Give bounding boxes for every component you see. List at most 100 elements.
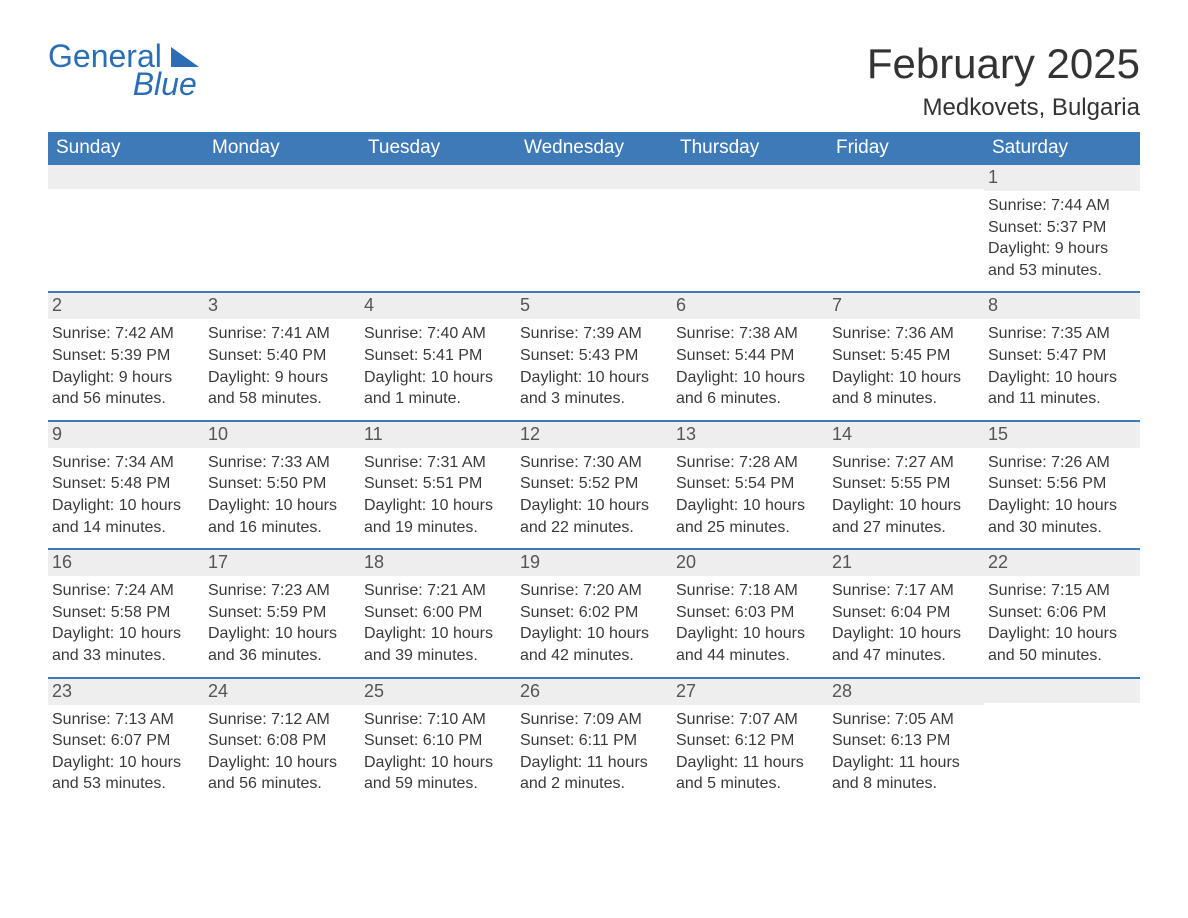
sunset-line: Sunset: 6:03 PM	[676, 602, 824, 624]
daylight2-line: and 42 minutes.	[520, 645, 668, 667]
calendar-grid: Sunday Monday Tuesday Wednesday Thursday…	[48, 132, 1140, 805]
week-row: 16Sunrise: 7:24 AMSunset: 5:58 PMDayligh…	[48, 548, 1140, 676]
daylight1-line: Daylight: 11 hours	[676, 752, 824, 774]
title-block: February 2025 Medkovets, Bulgaria	[867, 40, 1140, 122]
daylight2-line: and 2 minutes.	[520, 773, 668, 795]
daylight1-line: Daylight: 10 hours	[832, 495, 980, 517]
day-cell: 16Sunrise: 7:24 AMSunset: 5:58 PMDayligh…	[48, 550, 204, 676]
sunset-line: Sunset: 5:44 PM	[676, 345, 824, 367]
day-cell: 20Sunrise: 7:18 AMSunset: 6:03 PMDayligh…	[672, 550, 828, 676]
sunrise-line: Sunrise: 7:24 AM	[52, 580, 200, 602]
dow-saturday: Saturday	[984, 132, 1140, 165]
dow-sunday: Sunday	[48, 132, 204, 165]
daylight2-line: and 50 minutes.	[988, 645, 1136, 667]
day-number: 24	[204, 679, 360, 705]
sunset-line: Sunset: 6:11 PM	[520, 730, 668, 752]
daylight2-line: and 58 minutes.	[208, 388, 356, 410]
sunrise-line: Sunrise: 7:39 AM	[520, 323, 668, 345]
daylight2-line: and 25 minutes.	[676, 517, 824, 539]
daylight1-line: Daylight: 10 hours	[832, 367, 980, 389]
daylight2-line: and 3 minutes.	[520, 388, 668, 410]
sunrise-line: Sunrise: 7:26 AM	[988, 452, 1136, 474]
day-cell: 1Sunrise: 7:44 AMSunset: 5:37 PMDaylight…	[984, 165, 1140, 291]
daylight2-line: and 44 minutes.	[676, 645, 824, 667]
page-header: General Blue February 2025 Medkovets, Bu…	[48, 40, 1140, 122]
day-number: 21	[828, 550, 984, 576]
day-number	[48, 165, 204, 189]
daylight1-line: Daylight: 10 hours	[364, 495, 512, 517]
sunrise-line: Sunrise: 7:44 AM	[988, 195, 1136, 217]
day-cell: 24Sunrise: 7:12 AMSunset: 6:08 PMDayligh…	[204, 679, 360, 805]
day-number: 5	[516, 293, 672, 319]
daylight1-line: Daylight: 11 hours	[832, 752, 980, 774]
brand-logo: General Blue	[48, 40, 199, 100]
brand-text: General Blue	[48, 40, 199, 100]
sunset-line: Sunset: 6:07 PM	[52, 730, 200, 752]
daylight1-line: Daylight: 10 hours	[208, 623, 356, 645]
day-cell	[48, 165, 204, 291]
day-number: 4	[360, 293, 516, 319]
day-number: 13	[672, 422, 828, 448]
sunrise-line: Sunrise: 7:34 AM	[52, 452, 200, 474]
day-number	[516, 165, 672, 189]
sunrise-line: Sunrise: 7:28 AM	[676, 452, 824, 474]
dow-monday: Monday	[204, 132, 360, 165]
dow-wednesday: Wednesday	[516, 132, 672, 165]
day-cell: 22Sunrise: 7:15 AMSunset: 6:06 PMDayligh…	[984, 550, 1140, 676]
day-number: 6	[672, 293, 828, 319]
sunrise-line: Sunrise: 7:40 AM	[364, 323, 512, 345]
sunrise-line: Sunrise: 7:20 AM	[520, 580, 668, 602]
day-number: 28	[828, 679, 984, 705]
day-of-week-header: Sunday Monday Tuesday Wednesday Thursday…	[48, 132, 1140, 165]
day-number: 23	[48, 679, 204, 705]
sunrise-line: Sunrise: 7:41 AM	[208, 323, 356, 345]
daylight1-line: Daylight: 10 hours	[676, 623, 824, 645]
day-cell: 12Sunrise: 7:30 AMSunset: 5:52 PMDayligh…	[516, 422, 672, 548]
daylight1-line: Daylight: 9 hours	[988, 238, 1136, 260]
daylight1-line: Daylight: 10 hours	[676, 367, 824, 389]
sunrise-line: Sunrise: 7:07 AM	[676, 709, 824, 731]
day-number	[204, 165, 360, 189]
daylight1-line: Daylight: 9 hours	[52, 367, 200, 389]
sunset-line: Sunset: 5:52 PM	[520, 473, 668, 495]
sunset-line: Sunset: 5:58 PM	[52, 602, 200, 624]
sunrise-line: Sunrise: 7:17 AM	[832, 580, 980, 602]
sunrise-line: Sunrise: 7:35 AM	[988, 323, 1136, 345]
day-cell	[360, 165, 516, 291]
daylight1-line: Daylight: 10 hours	[520, 623, 668, 645]
daylight2-line: and 6 minutes.	[676, 388, 824, 410]
daylight1-line: Daylight: 10 hours	[832, 623, 980, 645]
day-number: 19	[516, 550, 672, 576]
day-number: 26	[516, 679, 672, 705]
day-cell: 19Sunrise: 7:20 AMSunset: 6:02 PMDayligh…	[516, 550, 672, 676]
daylight2-line: and 8 minutes.	[832, 388, 980, 410]
sunset-line: Sunset: 5:56 PM	[988, 473, 1136, 495]
day-cell	[672, 165, 828, 291]
weeks-container: 1Sunrise: 7:44 AMSunset: 5:37 PMDaylight…	[48, 165, 1140, 805]
week-row: 1Sunrise: 7:44 AMSunset: 5:37 PMDaylight…	[48, 165, 1140, 291]
day-cell	[516, 165, 672, 291]
day-number: 15	[984, 422, 1140, 448]
daylight1-line: Daylight: 10 hours	[52, 623, 200, 645]
daylight1-line: Daylight: 11 hours	[520, 752, 668, 774]
day-cell: 28Sunrise: 7:05 AMSunset: 6:13 PMDayligh…	[828, 679, 984, 805]
day-number: 14	[828, 422, 984, 448]
day-cell: 13Sunrise: 7:28 AMSunset: 5:54 PMDayligh…	[672, 422, 828, 548]
sunrise-line: Sunrise: 7:10 AM	[364, 709, 512, 731]
daylight1-line: Daylight: 10 hours	[208, 495, 356, 517]
day-cell: 5Sunrise: 7:39 AMSunset: 5:43 PMDaylight…	[516, 293, 672, 419]
daylight2-line: and 53 minutes.	[988, 260, 1136, 282]
sunset-line: Sunset: 6:06 PM	[988, 602, 1136, 624]
daylight2-line: and 53 minutes.	[52, 773, 200, 795]
day-number: 22	[984, 550, 1140, 576]
sunset-line: Sunset: 5:55 PM	[832, 473, 980, 495]
day-number: 20	[672, 550, 828, 576]
day-cell: 21Sunrise: 7:17 AMSunset: 6:04 PMDayligh…	[828, 550, 984, 676]
dow-tuesday: Tuesday	[360, 132, 516, 165]
day-number: 18	[360, 550, 516, 576]
day-cell: 4Sunrise: 7:40 AMSunset: 5:41 PMDaylight…	[360, 293, 516, 419]
daylight1-line: Daylight: 10 hours	[676, 495, 824, 517]
daylight1-line: Daylight: 10 hours	[520, 367, 668, 389]
day-cell: 7Sunrise: 7:36 AMSunset: 5:45 PMDaylight…	[828, 293, 984, 419]
daylight2-line: and 56 minutes.	[52, 388, 200, 410]
